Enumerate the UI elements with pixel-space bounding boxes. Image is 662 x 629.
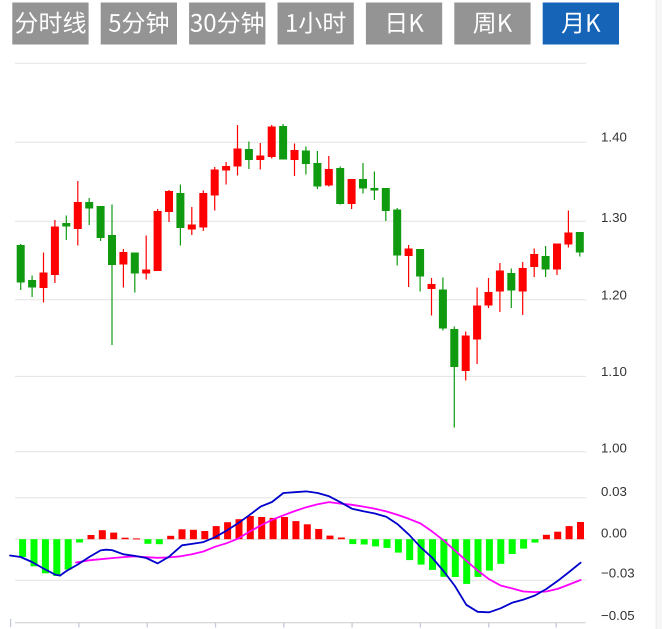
svg-text:1.00: 1.00 <box>601 441 627 456</box>
svg-text:−0.03: −0.03 <box>601 566 635 581</box>
svg-text:1.40: 1.40 <box>601 130 627 145</box>
svg-text:1.30: 1.30 <box>601 210 627 225</box>
svg-text:0.03: 0.03 <box>601 484 627 499</box>
svg-text:−0.05: −0.05 <box>601 608 635 623</box>
svg-text:1.20: 1.20 <box>601 287 627 302</box>
svg-text:1.10: 1.10 <box>601 364 627 379</box>
svg-text:0.00: 0.00 <box>601 525 627 540</box>
